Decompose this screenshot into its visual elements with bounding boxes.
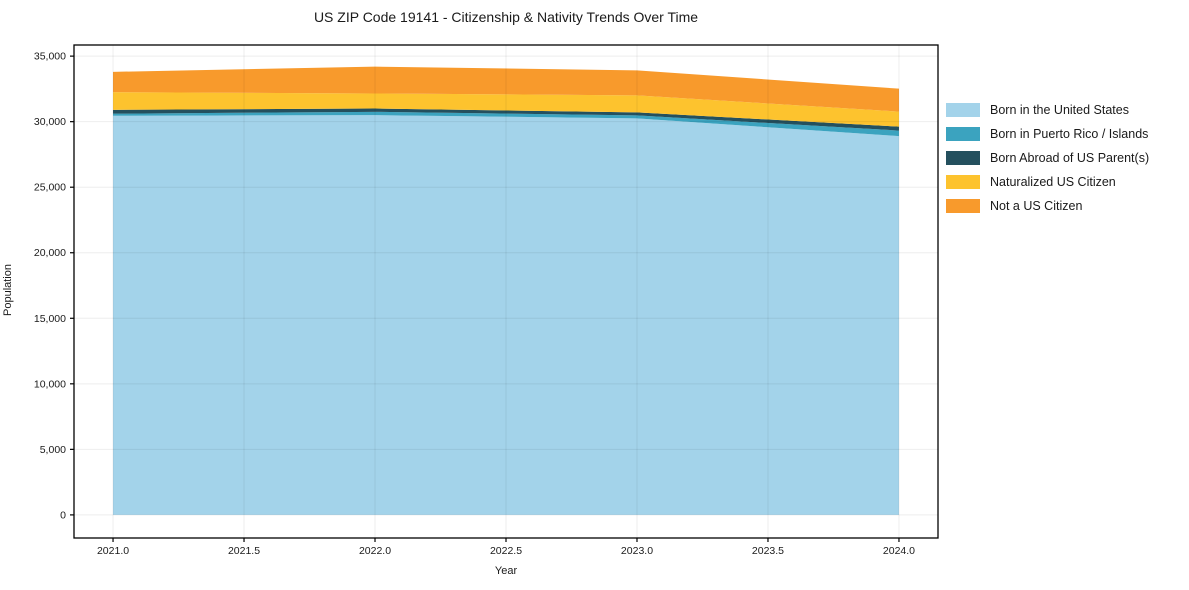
y-tick-label: 35,000	[34, 51, 66, 63]
legend-swatch-icon	[946, 174, 980, 189]
y-tick-label: 20,000	[34, 247, 66, 259]
x-tick-label: 2022.5	[490, 545, 522, 557]
legend-item-3: Naturalized US Citizen	[946, 173, 1149, 190]
x-axis-label: Year	[494, 565, 518, 577]
legend: Born in the United States Born in Puerto …	[946, 101, 1149, 214]
y-tick-label: 5,000	[40, 444, 66, 456]
chart-title: US ZIP Code 19141 - Citizenship & Nativi…	[313, 9, 699, 25]
legend-swatch-icon	[946, 198, 980, 213]
y-tick-label: 30,000	[34, 116, 66, 128]
area-series-2	[113, 108, 899, 131]
y-tick-label: 15,000	[34, 313, 66, 325]
area-series-1	[113, 111, 899, 137]
x-tick-label: 2024.0	[883, 545, 915, 557]
y-tick-label: 25,000	[34, 182, 66, 194]
legend-swatch-icon	[946, 126, 980, 141]
y-axis-label: Population	[2, 264, 14, 316]
legend-label: Not a US Citizen	[990, 198, 1083, 213]
legend-item-4: Not a US Citizen	[946, 197, 1149, 214]
legend-item-1: Born in Puerto Rico / Islands	[946, 125, 1149, 142]
area-series-0	[113, 115, 899, 515]
x-tick-label: 2022.0	[359, 545, 391, 557]
area-series-4	[113, 66, 899, 112]
area-series-3	[113, 92, 899, 127]
legend-label: Born Abroad of US Parent(s)	[990, 150, 1150, 165]
y-tick-label: 10,000	[34, 378, 66, 390]
legend-swatch-icon	[946, 102, 980, 117]
legend-label: Born in the United States	[990, 102, 1129, 117]
legend-swatch-icon	[946, 150, 980, 165]
x-tick-label: 2023.0	[621, 545, 653, 557]
legend-label: Naturalized US Citizen	[990, 174, 1116, 189]
legend-item-0: Born in the United States	[946, 101, 1149, 118]
legend-item-2: Born Abroad of US Parent(s)	[946, 149, 1149, 166]
y-tick-label: 0	[60, 509, 66, 521]
legend-label: Born in Puerto Rico / Islands	[990, 126, 1149, 141]
x-tick-label: 2023.5	[752, 545, 784, 557]
x-tick-label: 2021.0	[97, 545, 129, 557]
x-tick-label: 2021.5	[228, 545, 260, 557]
